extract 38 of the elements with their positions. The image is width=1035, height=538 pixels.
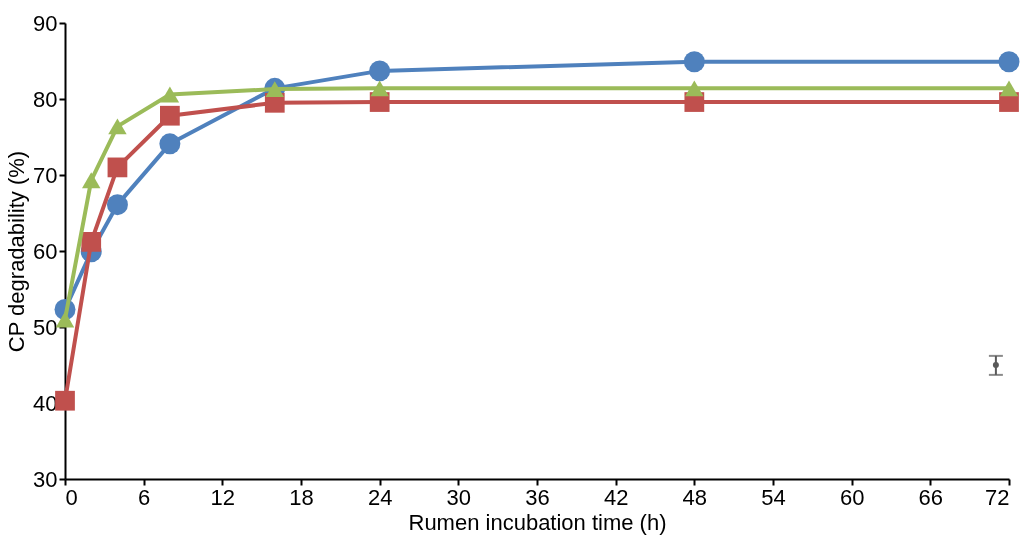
point (81, 232, 102, 252)
x-tick-label: 18 (289, 484, 314, 510)
point (55, 390, 75, 411)
y-tick-label: 50 (33, 314, 58, 340)
point (159, 133, 181, 155)
point (160, 86, 180, 103)
x-tick-label: 6 (138, 484, 151, 510)
point (992, 362, 999, 368)
x-tick-label: 24 (367, 484, 393, 510)
y-tick-label: 30 (33, 466, 58, 492)
point (683, 51, 705, 73)
y-tick-label: 60 (33, 238, 58, 264)
x-tick-label: 30 (446, 484, 472, 510)
y-tick-label: 90 (33, 10, 58, 36)
point (999, 80, 1019, 97)
point (55, 311, 75, 328)
x-axis-title: Rumen incubation time (h) (408, 509, 667, 535)
x-tick-label: 66 (918, 484, 944, 510)
x-tick-label: 12 (210, 484, 236, 510)
point (106, 194, 128, 216)
point (160, 105, 180, 126)
x-tick-label: 72 (985, 484, 1010, 510)
x-tick-label: 0 (65, 484, 78, 510)
point (369, 60, 391, 82)
x-tick-label: 36 (525, 484, 550, 510)
x-tick-label: 60 (839, 484, 865, 510)
point (685, 80, 704, 97)
point (998, 51, 1020, 73)
x-tick-label: 42 (603, 484, 629, 510)
x-tick-label: 48 (682, 484, 708, 510)
y-tick-label: 70 (33, 162, 58, 188)
point (108, 118, 127, 135)
y-axis-title: CP degradability (%) (4, 150, 30, 353)
point (107, 157, 128, 178)
point (82, 172, 101, 189)
x-tick-label: 54 (761, 484, 786, 510)
point (370, 80, 389, 97)
y-tick-label: 80 (33, 86, 58, 112)
